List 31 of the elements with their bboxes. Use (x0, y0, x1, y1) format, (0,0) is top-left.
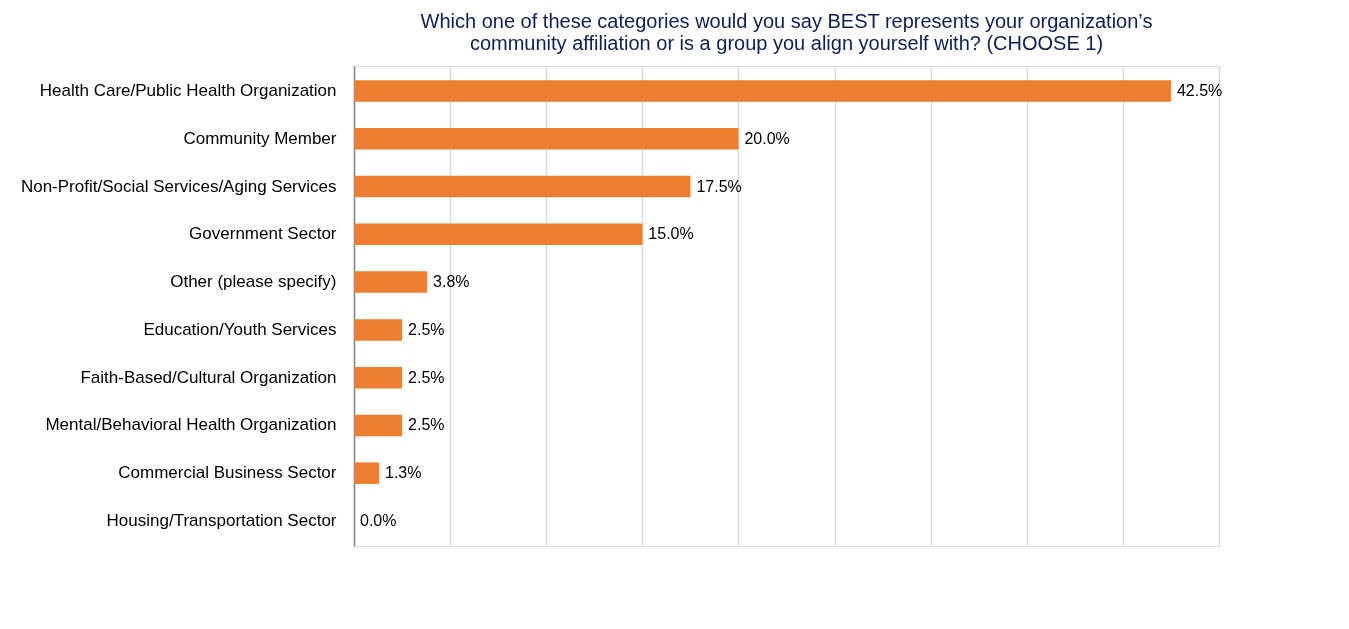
y-tick-label: Faith-Based/Cultural Organization (80, 367, 337, 387)
bar (354, 223, 643, 246)
y-tick-label: Government Sector (189, 224, 337, 244)
data-label: 3.8% (433, 273, 470, 291)
y-tick-label: Community Member (183, 128, 337, 148)
bar (354, 271, 428, 293)
y-tick-label: Non-Profit/Social Services/Aging Services (20, 176, 337, 196)
data-label: 17.5% (696, 177, 742, 195)
data-label: 0.0% (360, 511, 397, 529)
bar (354, 319, 403, 341)
data-label: 20.0% (744, 129, 790, 147)
y-tick-label: Health Care/Public Health Organization (39, 81, 337, 101)
bar (354, 128, 739, 150)
bar (354, 175, 691, 198)
data-label: 42.5% (1176, 82, 1223, 100)
text: Which one of these categories would you say BEST represents your organization’s (420, 10, 1153, 32)
data-label: 2.5% (408, 368, 445, 386)
text: community affiliation or is a group you align yourself with? (CHOOSE 1) (469, 32, 1104, 54)
data-label: 2.5% (408, 320, 445, 338)
y-tick-label: Commercial Business Sector (118, 463, 337, 483)
y-tick-label: Mental/Behavioral Health Organization (45, 415, 337, 435)
bar (354, 366, 403, 389)
y-tick-label: Other (please specify) (170, 272, 337, 292)
bar (354, 80, 1171, 102)
data-label: 2.5% (408, 416, 445, 434)
bar (354, 414, 403, 437)
data-label: 15.0% (648, 225, 694, 243)
y-tick-label: Education/Youth Services (143, 319, 337, 339)
data-label: 1.3% (384, 464, 422, 482)
bar (354, 462, 379, 484)
y-tick-label: Housing/Transportation Sector (106, 510, 337, 530)
